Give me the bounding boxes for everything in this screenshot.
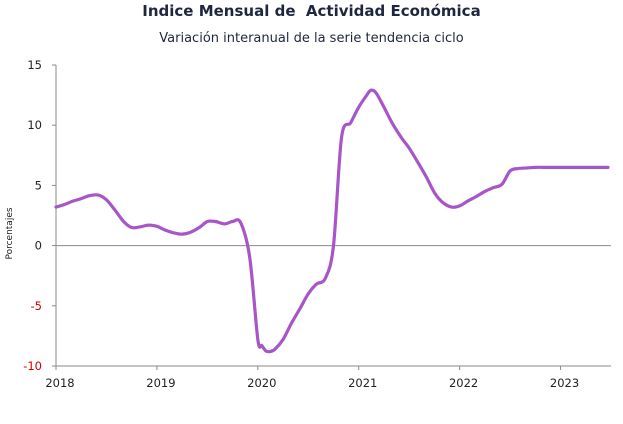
x-tick-label: 2018 xyxy=(45,376,74,390)
x-tick-label: 2021 xyxy=(348,376,377,390)
y-tick-label: 5 xyxy=(35,178,42,192)
series-line-0 xyxy=(54,88,610,354)
x-tick-label: 2022 xyxy=(449,376,478,390)
y-axis-label: Porcentajes xyxy=(5,207,15,259)
x-tick-label: 2019 xyxy=(146,376,175,390)
chart-subtitle: Variación interanual de la serie tendenc… xyxy=(159,31,464,46)
y-tick-label: 10 xyxy=(27,118,42,132)
y-tick-label: 0 xyxy=(35,239,42,253)
x-tick-label: 2020 xyxy=(247,376,276,390)
chart-title: Indice Mensual de Actividad Económica xyxy=(142,2,481,20)
y-tick-label: -10 xyxy=(23,359,42,373)
y-tick-label: -5 xyxy=(31,299,42,313)
x-tick-label: 2023 xyxy=(550,376,579,390)
y-tick-label: 15 xyxy=(27,58,42,72)
